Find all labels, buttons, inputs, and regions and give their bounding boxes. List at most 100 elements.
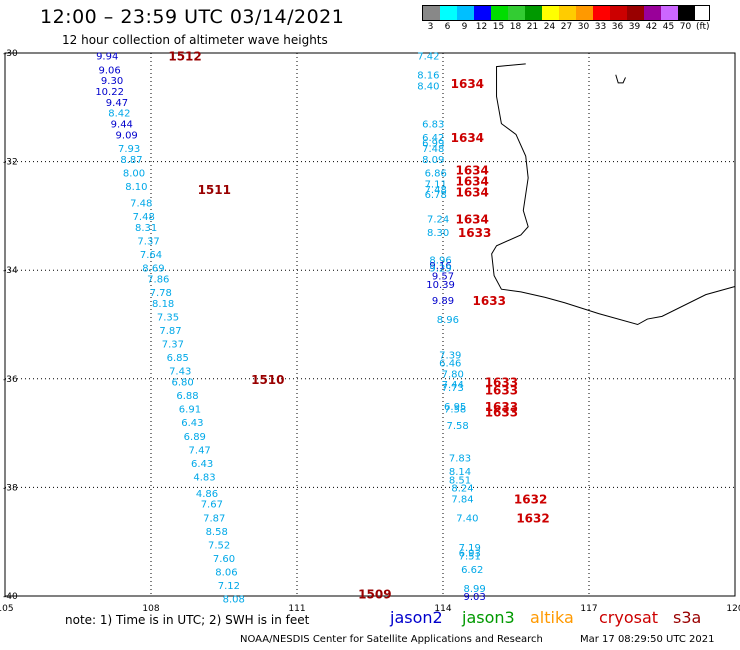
mission-jason3: jason3 [462,608,515,627]
swh-value: 8.30 [427,228,449,239]
legend-label: 24 [543,22,556,32]
pass-number: 1632 [516,511,549,525]
swh-value: 6.46 [439,359,461,370]
swh-value: 6.62 [461,565,483,576]
coastline [491,63,736,326]
swh-value: 7.58 [446,421,468,432]
swh-value: 8.31 [135,223,157,234]
swh-value: 7.67 [201,500,223,511]
swh-value: 7.87 [203,513,225,524]
swh-value: 7.58 [444,405,466,416]
swh-value: 7.48 [425,185,447,196]
legend-swatch [542,6,559,20]
swh-value: 8.58 [206,527,228,538]
swh-value: 7.64 [140,250,162,261]
swh-value: 7.39 [439,350,461,361]
swh-value: 8.51 [449,475,471,486]
swh-value: 6.80 [172,378,194,389]
swh-value: 9.29 [429,263,451,274]
swh-value: 4.86 [196,489,218,500]
swh-value: 8.08 [223,595,245,606]
swh-value: 6.88 [176,391,198,402]
legend-swatch [627,6,644,20]
swh-value: 7.43 [169,367,191,378]
pass-number: 1634 [455,213,488,227]
mission-s3a: s3a [673,608,702,627]
pass-number: 1511 [198,183,231,197]
lat-tick-label: -34 [3,266,18,276]
swh-value: 7.83 [449,454,471,465]
lat-tick-label: -36 [3,375,18,385]
pass-number: 1634 [455,175,488,189]
lon-tick-label: 117 [580,604,597,614]
swh-value: 7.42 [417,52,439,63]
pass-number: 1633 [485,384,518,398]
swh-value: 7.47 [189,445,211,456]
pass-number: 1634 [455,164,488,178]
swh-value: 9.09 [116,130,138,141]
swh-value: 7.11 [425,179,447,190]
pass-number: 1510 [251,373,284,387]
swh-value: 6.43 [181,418,203,429]
swh-value: 8.16 [417,71,439,82]
swh-value: 7.12 [218,581,240,592]
swh-value: 6.91 [179,405,201,416]
swh-value: 9.03 [464,592,486,603]
lon-tick-label: 111 [288,604,305,614]
pass-number: 1634 [455,185,488,199]
legend-swatch [576,6,593,20]
swh-value: 4.83 [193,473,215,484]
swh-value: 8.10 [125,182,147,193]
color-legend: 3 6 9 12 15 18 21 24 27 30 33 36 39 42 45 70 (ft) [422,5,710,32]
swh-value: 7.80 [442,369,464,380]
swh-value: 8.00 [123,168,145,179]
swh-value: 6.93 [459,549,481,560]
pass-number: 1634 [451,131,484,145]
swh-value: 9.47 [106,98,128,109]
swh-value: 8.69 [142,263,164,274]
swh-value: 8.42 [108,109,130,120]
page-title: 12:00 – 23:59 UTC 03/14/2021 [40,6,345,28]
legend-swatch [678,6,695,20]
legend-swatch [423,6,440,20]
legend-label: 27 [560,22,573,32]
legend-swatch [661,6,678,20]
swh-value: 6.43 [191,459,213,470]
lon-tick-label: 114 [434,604,451,614]
legend-swatch [644,6,661,20]
swh-value: 6.78 [425,190,447,201]
timestamp: Mar 17 08:29:50 UTC 2021 [580,634,715,645]
legend-swatch [457,6,474,20]
swh-value: 9.57 [432,272,454,283]
legend-labels: 3 6 9 12 15 18 21 24 27 30 33 36 39 42 45 70 (ft) [422,22,710,32]
legend-label: 6 [444,22,451,32]
swh-value: 6.85 [167,353,189,364]
legend-label: 33 [594,22,607,32]
map-frame [4,52,736,597]
legend-label: 30 [577,22,590,32]
pass-number: 1509 [358,587,391,601]
legend-swatch [559,6,576,20]
swh-value: 10.39 [426,280,455,291]
legend-label: 70 [679,22,692,32]
swh-value: 8.99 [464,584,486,595]
swh-value: 8.06 [215,568,237,579]
swh-value: 8.09 [422,155,444,166]
swh-value: 7.37 [137,236,159,247]
legend-label: 15 [492,22,505,32]
swh-value: 7.48 [422,144,444,155]
swh-value: 7.19 [459,543,481,554]
swh-value: 8.96 [437,315,459,326]
lon-tick-label: 105 [0,604,14,614]
swh-value: 6.99 [422,139,444,150]
swh-value: 6.86 [425,168,447,179]
legend-swatch [474,6,491,20]
legend-label: 9 [461,22,468,32]
legend-swatch [593,6,610,20]
legend-swatches [422,5,710,21]
legend-label: 21 [526,22,539,32]
swh-value: 6.95 [444,402,466,413]
swh-value: 7.48 [130,198,152,209]
swh-value: 9.30 [101,76,123,87]
